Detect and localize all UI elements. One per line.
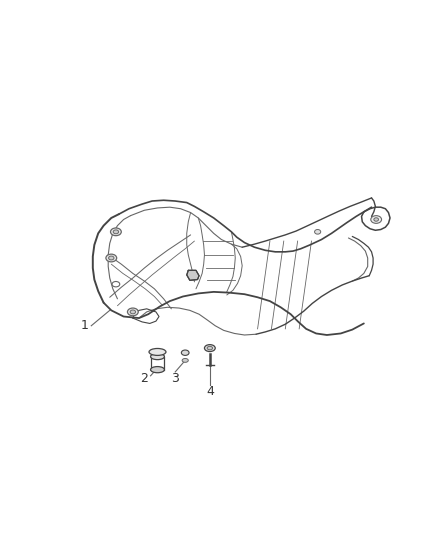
Text: 3: 3 <box>171 372 179 385</box>
Ellipse shape <box>151 353 164 360</box>
Ellipse shape <box>127 308 138 316</box>
Text: 4: 4 <box>206 385 214 398</box>
Ellipse shape <box>113 230 119 234</box>
Ellipse shape <box>182 359 188 362</box>
Text: 1: 1 <box>81 319 89 332</box>
Ellipse shape <box>106 254 117 262</box>
Ellipse shape <box>110 228 121 236</box>
Ellipse shape <box>181 350 189 356</box>
Ellipse shape <box>109 256 114 260</box>
Ellipse shape <box>374 218 378 221</box>
Ellipse shape <box>207 346 212 350</box>
Ellipse shape <box>130 310 135 314</box>
Ellipse shape <box>112 281 120 287</box>
Ellipse shape <box>205 345 215 352</box>
Ellipse shape <box>371 216 381 223</box>
Ellipse shape <box>149 349 166 356</box>
Ellipse shape <box>151 367 164 373</box>
Ellipse shape <box>314 230 321 234</box>
Polygon shape <box>187 270 199 280</box>
Text: 2: 2 <box>141 372 148 385</box>
